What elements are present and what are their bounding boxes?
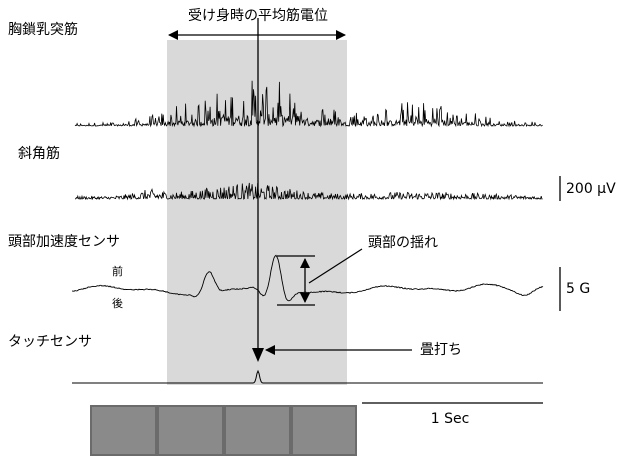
video-frame [92,407,155,454]
figure: 受け身時の平均筋電位 胸鎖乳突筋 斜角筋 頭部加速度センサ 前 後 タッチセンサ… [0,0,637,456]
annotation: 畳打ち [420,341,462,358]
annotation: 頭部の揺れ [368,235,438,251]
video-frame [226,407,289,454]
scale-label: 5 G [566,281,590,297]
video-frames [90,405,357,456]
scale-label: 1 Sec [431,411,470,427]
trace-label: タッチセンサ [8,334,92,350]
trace-label: 胸鎖乳突筋 [8,21,78,38]
trace-label: 後 [112,296,123,310]
highlight-window [167,40,347,385]
trace-label: 頭部加速度センサ [8,234,120,250]
scale-label: 200 µV [566,181,616,197]
video-frame [159,407,222,454]
video-frame [293,407,355,454]
trace-label: 斜角筋 [18,145,60,162]
trace-label: 前 [112,264,123,278]
